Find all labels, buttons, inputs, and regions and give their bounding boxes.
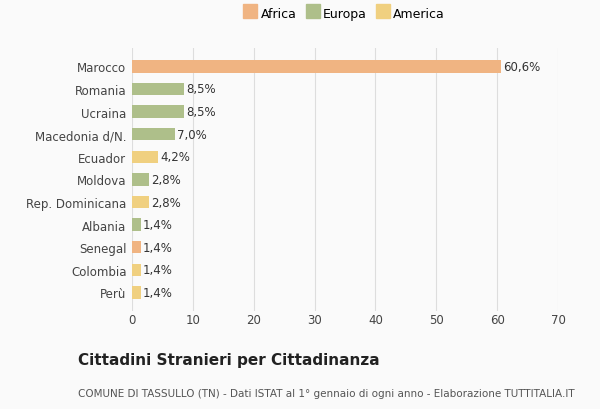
Bar [132, 129, 175, 141]
Text: 1,4%: 1,4% [143, 218, 173, 231]
Text: Cittadini Stranieri per Cittadinanza: Cittadini Stranieri per Cittadinanza [78, 352, 380, 367]
Text: 1,4%: 1,4% [143, 286, 173, 299]
Text: 8,5%: 8,5% [186, 106, 216, 119]
Text: COMUNE DI TASSULLO (TN) - Dati ISTAT al 1° gennaio di ogni anno - Elaborazione T: COMUNE DI TASSULLO (TN) - Dati ISTAT al … [78, 389, 575, 398]
Text: 4,2%: 4,2% [160, 151, 190, 164]
Text: 8,5%: 8,5% [186, 83, 216, 96]
Bar [132, 241, 140, 254]
Bar [132, 106, 184, 119]
Text: 7,0%: 7,0% [177, 128, 207, 142]
Bar [132, 196, 149, 209]
Text: 2,8%: 2,8% [151, 173, 181, 187]
Bar [132, 61, 501, 73]
Bar [132, 264, 140, 276]
Bar [132, 151, 158, 164]
Legend: Africa, Europa, America: Africa, Europa, America [245, 8, 445, 21]
Bar [132, 174, 149, 186]
Text: 1,4%: 1,4% [143, 241, 173, 254]
Text: 1,4%: 1,4% [143, 264, 173, 276]
Text: 60,6%: 60,6% [503, 61, 541, 74]
Bar [132, 287, 140, 299]
Text: 2,8%: 2,8% [151, 196, 181, 209]
Bar [132, 83, 184, 96]
Bar [132, 219, 140, 231]
